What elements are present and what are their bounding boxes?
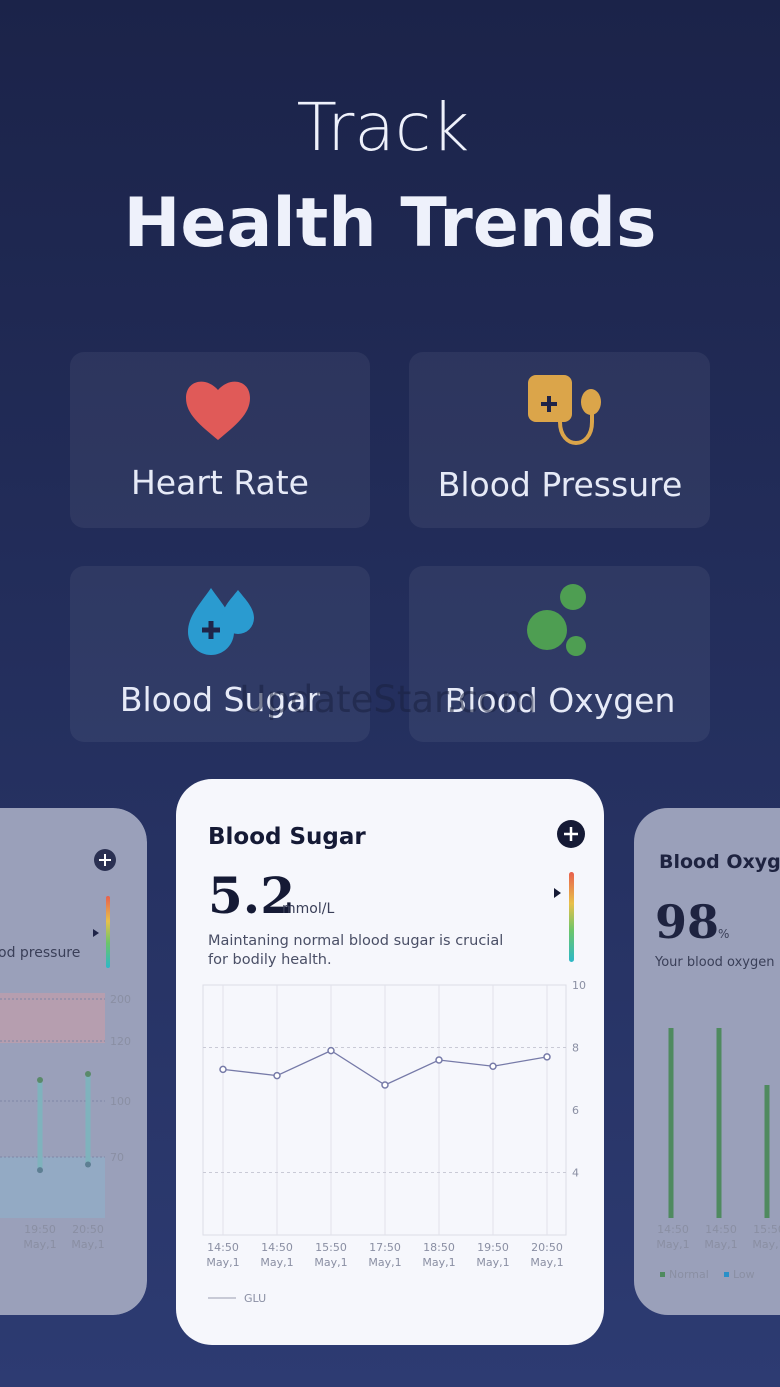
range-low	[85, 1161, 91, 1168]
card-title: Blood Oxyge	[659, 851, 780, 873]
range-high	[85, 1071, 91, 1077]
legend-swatch	[660, 1272, 665, 1277]
scale-bar	[106, 896, 110, 968]
legend-label: GLU	[244, 1292, 266, 1305]
x-tick-date: May,1	[71, 1238, 104, 1251]
x-tick-label: 17:50	[369, 1241, 401, 1254]
x-tick-date: May,1	[206, 1256, 239, 1269]
x-tick-label: 19:50	[477, 1241, 509, 1254]
blood-pressure-card[interactable]: od pressure 70 100 120 200 19:50 May,1 20:50 Ma…	[0, 808, 147, 1315]
legend-label: Normal	[669, 1268, 709, 1281]
x-tick-label: 20:50	[72, 1223, 104, 1236]
range-high	[37, 1077, 43, 1083]
sugar-icon	[188, 588, 254, 655]
subtitle: Health Trends	[124, 184, 657, 263]
x-tick-date: May,1	[422, 1256, 455, 1269]
y-tick-label: 200	[110, 993, 131, 1006]
tile[interactable]	[409, 566, 710, 742]
x-tick-label: 20:50	[531, 1241, 563, 1254]
pointer	[93, 929, 99, 937]
description: for bodily health.	[208, 952, 332, 968]
tile[interactable]	[70, 566, 370, 742]
tile-label: Blood Pressure	[438, 465, 683, 504]
x-tick-label: 14:50	[657, 1223, 689, 1236]
pressure-icon	[528, 375, 601, 445]
description: od pressure	[0, 945, 80, 961]
point	[219, 1065, 227, 1074]
point	[435, 1056, 443, 1064]
y-tick-label: 120	[110, 1035, 131, 1048]
range-low	[37, 1167, 43, 1174]
tile-label: Blood Sugar	[120, 680, 321, 719]
point	[327, 1046, 335, 1055]
x-tick-date: May,1	[260, 1256, 293, 1269]
x-tick-label: 19:50	[24, 1223, 56, 1236]
y-tick-label: 100	[110, 1095, 131, 1108]
x-tick-label: 14:50	[261, 1241, 293, 1254]
watermark: UpdateStar.com	[239, 678, 536, 721]
legend-swatch	[724, 1272, 729, 1277]
unit: %	[718, 927, 729, 941]
pointer	[554, 888, 561, 898]
x-tick-label: 18:50	[423, 1241, 455, 1254]
point	[381, 1081, 389, 1089]
x-tick-date: May,1	[656, 1238, 689, 1251]
tile-label: Blood Oxygen	[445, 681, 676, 720]
x-tick-label: 14:50	[207, 1241, 239, 1254]
x-tick-date: May,1	[314, 1256, 347, 1269]
plus	[564, 827, 578, 841]
point	[543, 1053, 551, 1061]
y-tick-label: 70	[110, 1151, 124, 1164]
bar	[764, 1085, 770, 1218]
description: Your blood oxygen	[654, 955, 774, 970]
point	[489, 1062, 497, 1070]
tiles: Heart Rate Blood Pressure Blood Sugar Bl…	[70, 352, 710, 742]
reading: 5.2	[208, 866, 295, 925]
y-tick-label: 8	[572, 1042, 579, 1055]
card	[176, 779, 604, 1345]
x-tick-label: 15:50	[315, 1241, 347, 1254]
x-tick-date: May,1	[752, 1238, 780, 1251]
blood-oxygen-card[interactable]: Blood Oxyge 98 % Your blood oxygen 14:50…	[634, 808, 780, 1315]
unit: mmol/L	[282, 901, 334, 917]
bar	[668, 1028, 674, 1218]
x-tick-date: May,1	[530, 1256, 563, 1269]
x-tick-label: 15:50	[753, 1223, 780, 1236]
y-tick-label: 4	[572, 1167, 579, 1180]
point	[273, 1071, 281, 1080]
y-tick-label: 6	[572, 1104, 579, 1117]
oxygen-icon	[527, 584, 586, 656]
bar	[716, 1028, 722, 1218]
tile[interactable]	[70, 352, 370, 528]
x-tick-date: May,1	[704, 1238, 737, 1251]
tile[interactable]	[409, 352, 710, 528]
blood-sugar-card[interactable]: Blood Sugar 5.2 mmol/L Maintaning normal…	[176, 779, 604, 1345]
title: Track	[297, 89, 470, 166]
tile-label: Heart Rate	[131, 463, 309, 502]
x-tick-date: May,1	[476, 1256, 509, 1269]
scale-bar	[569, 872, 574, 962]
legend-label: Low	[733, 1268, 755, 1281]
x-tick-label: 14:50	[705, 1223, 737, 1236]
card-title: Blood Sugar	[208, 824, 366, 850]
x-tick-date: May,1	[368, 1256, 401, 1269]
high-zone	[0, 993, 105, 1043]
plus	[99, 854, 111, 866]
x-tick-date: May,1	[23, 1238, 56, 1251]
reading: 98	[655, 895, 719, 949]
y-tick-label: 10	[572, 979, 586, 992]
heart-icon	[186, 381, 250, 440]
description: Maintaning normal blood sugar is crucial	[208, 933, 503, 949]
